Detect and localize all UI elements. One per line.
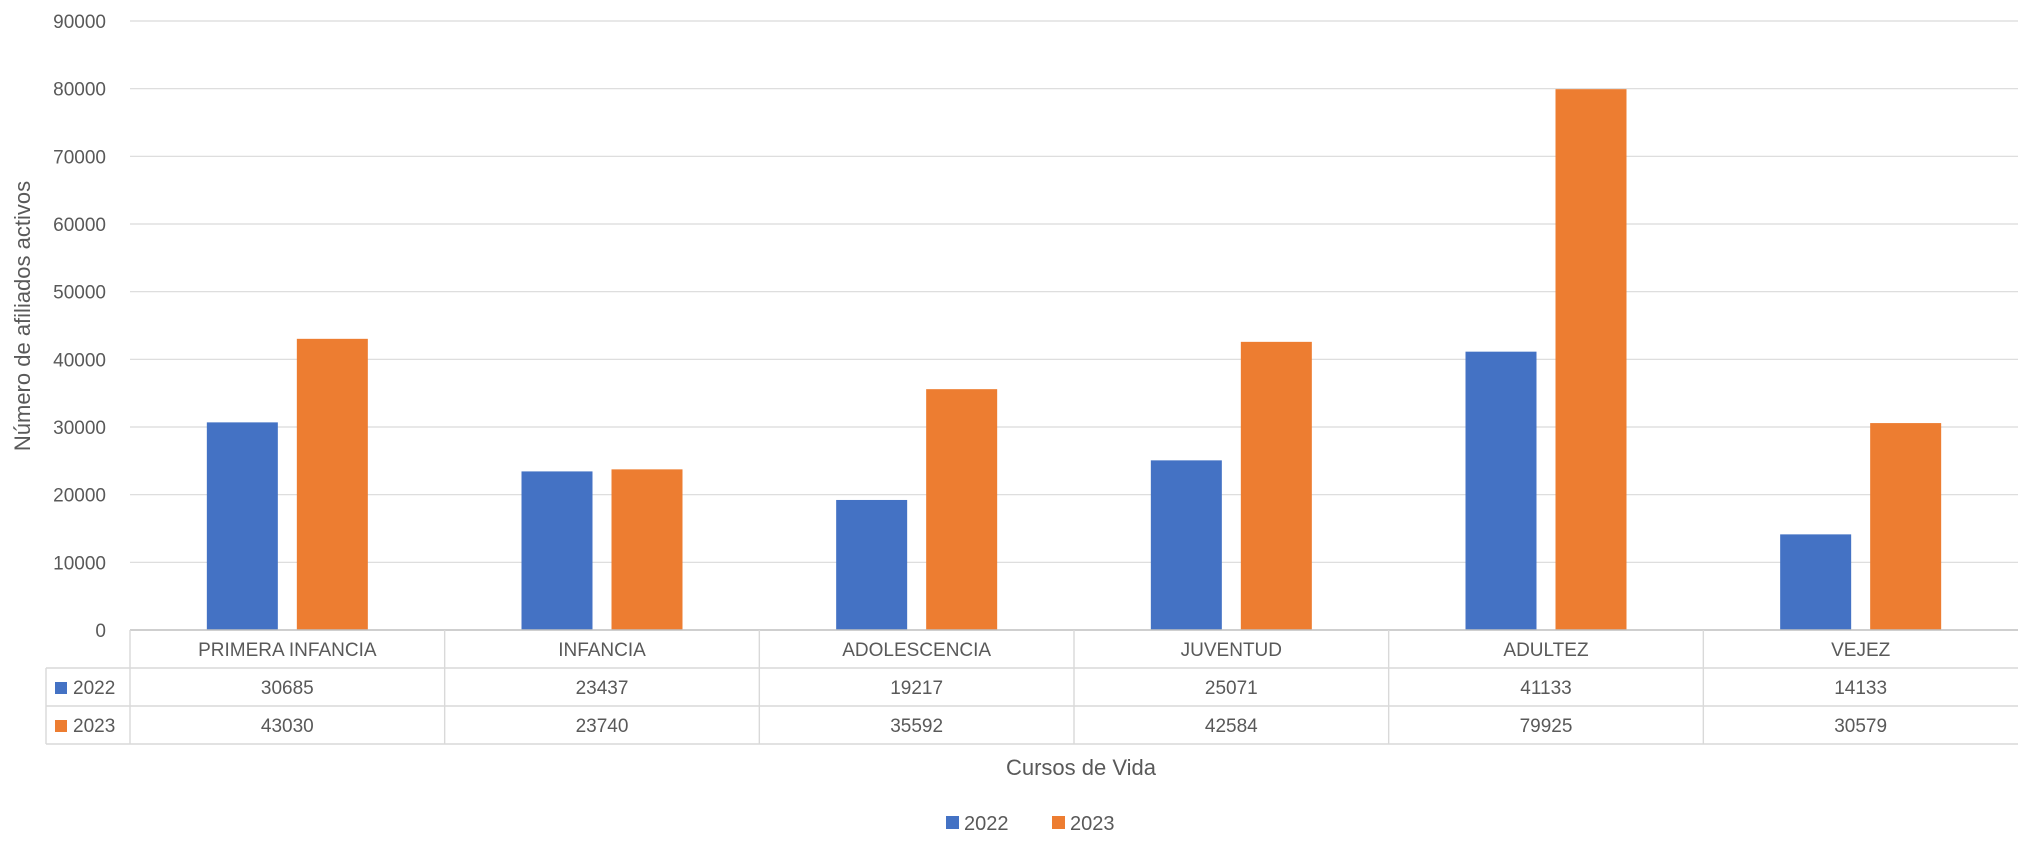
data-cell: 25071 [1205,678,1258,699]
bar-2022-4 [1465,351,1537,630]
legend: 2022 2023 [946,813,1115,835]
series-row-label: 2023 [73,716,115,737]
y-tick-label: 0 [95,621,106,642]
x-axis-title: Cursos de Vida [1006,755,1157,780]
bar-2023-5 [1870,423,1942,630]
y-tick-label: 30000 [53,418,106,439]
bar-2022-2 [836,499,908,630]
data-cell: 79925 [1520,716,1573,737]
data-cell: 41133 [1520,678,1571,699]
legend-swatch-2023 [1052,816,1065,829]
y-tick-label: 40000 [53,350,106,371]
bar-2022-5 [1780,534,1852,630]
data-cell: 35592 [890,716,943,737]
y-tick-label: 10000 [53,553,106,574]
y-tick-label: 70000 [53,147,106,168]
data-cell: 23740 [576,716,629,737]
legend-key-2022 [55,682,67,694]
category-label: PRIMERA INFANCIA [198,640,377,661]
legend-label-2022: 2022 [964,813,1009,835]
bar-2023-2 [926,389,998,630]
gridlines [130,20,2018,563]
data-table: PRIMERA INFANCIA INFANCIA ADOLESCENCIA JUVE… [45,629,2018,745]
legend-key-2023 [55,720,67,732]
bar-2022-3 [1150,460,1222,630]
bar-2023-3 [1240,341,1312,630]
series-row-label: 2022 [73,678,115,699]
data-cell: 42584 [1205,716,1258,737]
category-label: VEJEZ [1831,640,1891,661]
y-tick-label: 90000 [53,12,106,33]
y-axis-ticks: 0 10000 20000 30000 40000 50000 60000 70000 8000… [53,12,106,642]
legend-swatch-2022 [946,816,959,829]
bar-2022-0 [206,422,278,630]
legend-label-2023: 2023 [1070,813,1115,835]
y-axis-title: Número de afiliados activos [10,181,35,451]
category-label: JUVENTUD [1181,640,1282,661]
bar-2023-4 [1555,89,1627,630]
bar-2023-0 [296,338,368,630]
data-cell: 30579 [1834,716,1887,737]
category-label: ADOLESCENCIA [842,640,991,661]
data-cell: 43030 [261,716,314,737]
data-cell: 30685 [261,678,314,699]
y-tick-label: 60000 [53,215,106,236]
data-cell: 14133 [1834,678,1887,699]
y-tick-label: 80000 [53,80,106,101]
category-label: ADULTEZ [1503,640,1589,661]
y-tick-label: 50000 [53,283,106,304]
bars [206,89,1942,630]
bar-2023-1 [611,469,683,630]
y-tick-label: 20000 [53,486,106,507]
category-label: INFANCIA [558,640,646,661]
data-cell: 23437 [576,678,629,699]
bar-2022-1 [521,471,593,630]
data-cell: 19217 [890,678,943,699]
